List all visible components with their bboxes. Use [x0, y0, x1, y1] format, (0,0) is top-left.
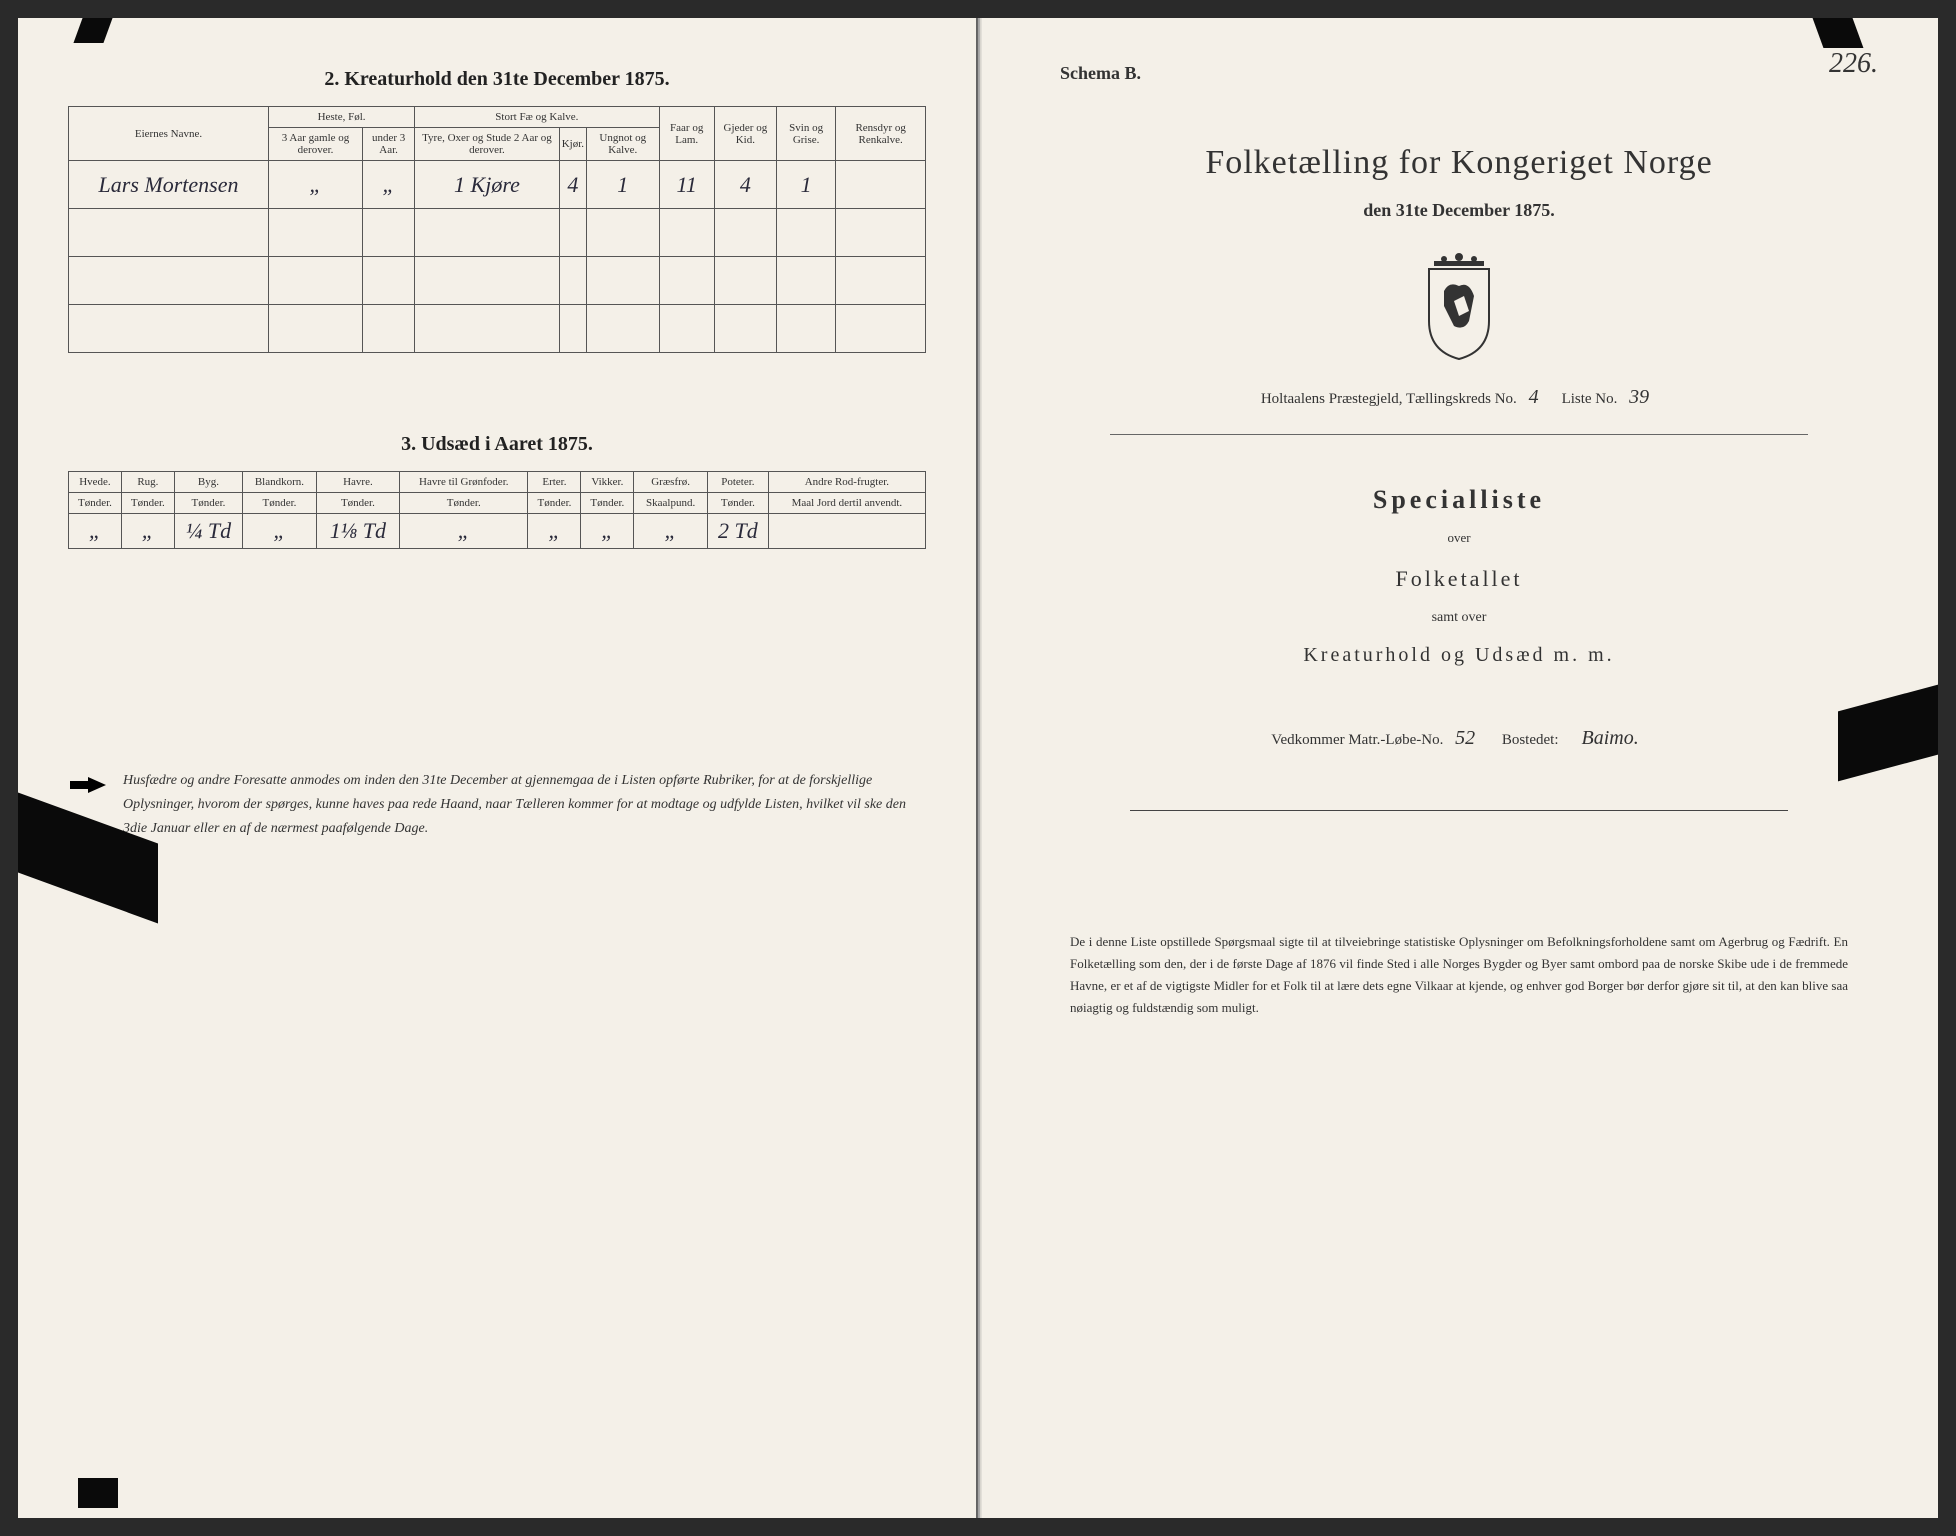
- folketallet: Folketallet: [1030, 566, 1888, 592]
- binder-clip: [78, 1478, 118, 1508]
- col-havre: Havre.: [316, 472, 399, 493]
- vedkommer-label: Vedkommer Matr.-Løbe-No.: [1271, 732, 1443, 748]
- col-byg: Byg.: [174, 472, 242, 493]
- col-svin: Svin og Grise.: [776, 107, 835, 161]
- matr-no: 52: [1447, 727, 1483, 749]
- table-row: Lars Mortensen „ „ 1 Kjøre 4 1 11 4 1: [69, 161, 926, 209]
- liste-no: 39: [1621, 386, 1657, 408]
- col-vikker: Vikker.: [581, 472, 634, 493]
- col-blandkorn: Blandkorn.: [243, 472, 317, 493]
- cell: „: [400, 514, 528, 549]
- date-line: den 31te December 1875.: [1030, 200, 1888, 221]
- cell: ¼ Td: [174, 514, 242, 549]
- cell: 4: [714, 161, 776, 209]
- cell: 11: [659, 161, 714, 209]
- vedkommer-line: Vedkommer Matr.-Løbe-No. 52 Bostedet: Ba…: [1030, 727, 1888, 750]
- special-title: Specialliste: [1030, 485, 1888, 515]
- kreatur-line: Kreaturhold og Udsæd m. m.: [1030, 644, 1888, 667]
- sub: Maal Jord dertil anvendt.: [768, 493, 925, 514]
- col-heste: Heste, Føl.: [269, 107, 415, 128]
- cell: „: [269, 161, 363, 209]
- sub: Tønder.: [581, 493, 634, 514]
- coat-of-arms-icon: [1414, 251, 1504, 361]
- cell: 2 Td: [707, 514, 768, 549]
- sub: Tønder.: [69, 493, 122, 514]
- main-title: Folketælling for Kongeriget Norge: [1030, 144, 1888, 182]
- col-heste-sub1: 3 Aar gamle og derover.: [269, 128, 363, 161]
- col-heste-sub2: under 3 Aar.: [363, 128, 415, 161]
- sub: Skaalpund.: [634, 493, 708, 514]
- sub: Tønder.: [243, 493, 317, 514]
- col-stort-sub1: Tyre, Oxer og Stude 2 Aar og derover.: [415, 128, 560, 161]
- liste-label: Liste No.: [1562, 391, 1618, 407]
- praestegjeld: Holtaalens: [1261, 391, 1325, 407]
- right-page: Schema B. 226. Folketælling for Kongerig…: [978, 18, 1938, 1518]
- seed-table: Hvede. Rug. Byg. Blandkorn. Havre. Havre…: [68, 471, 926, 549]
- col-poteter: Poteter.: [707, 472, 768, 493]
- samt-over: samt over: [1030, 610, 1888, 626]
- sub: Tønder.: [400, 493, 528, 514]
- cell: 1: [587, 161, 660, 209]
- col-andre: Andre Rod-frugter.: [768, 472, 925, 493]
- bostedet-label: Bostedet:: [1502, 732, 1559, 748]
- table-row: [69, 209, 926, 257]
- cell: „: [121, 514, 174, 549]
- notice-block: Husfædre og andre Foresatte anmodes om i…: [68, 769, 926, 840]
- cell: 1 Kjøre: [415, 161, 560, 209]
- table-row: „ „ ¼ Td „ 1⅛ Td „ „ „ „ 2 Td: [69, 514, 926, 549]
- cell: 4: [559, 161, 586, 209]
- cell: „: [243, 514, 317, 549]
- col-rensdyr: Rensdyr og Renkalve.: [836, 107, 926, 161]
- left-page: 2. Kreaturhold den 31te December 1875. E…: [18, 18, 978, 1518]
- praestegjeld-label: Præstegjeld, Tællingskreds No.: [1329, 391, 1517, 407]
- kreds-no: 4: [1521, 386, 1547, 408]
- col-havre-gron: Havre til Grønfoder.: [400, 472, 528, 493]
- cell-name: Lars Mortensen: [69, 161, 269, 209]
- bostedet: Baimo.: [1574, 727, 1647, 749]
- schema-label: Schema B.: [1060, 63, 1888, 84]
- pointing-hand-icon: [68, 773, 108, 797]
- col-stort-sub3: Ungnot og Kalve.: [587, 128, 660, 161]
- divider: [1110, 434, 1808, 435]
- sub: Tønder.: [316, 493, 399, 514]
- sub: Tønder.: [707, 493, 768, 514]
- cell: [836, 161, 926, 209]
- cell: „: [69, 514, 122, 549]
- notice-text: Husfædre og andre Foresatte anmodes om i…: [123, 769, 926, 840]
- cell: „: [634, 514, 708, 549]
- cell: 1: [776, 161, 835, 209]
- meta-line: Holtaalens Præstegjeld, Tællingskreds No…: [1030, 386, 1888, 409]
- sub: Tønder.: [121, 493, 174, 514]
- page-number: 226.: [1829, 48, 1878, 80]
- over-text: over: [1030, 530, 1888, 546]
- divider: [1130, 810, 1788, 811]
- table-row: [69, 257, 926, 305]
- col-stort: Stort Fæ og Kalve.: [415, 107, 659, 128]
- livestock-table: Eiernes Navne. Heste, Føl. Stort Fæ og K…: [68, 106, 926, 353]
- section3-title: 3. Udsæd i Aaret 1875.: [68, 433, 926, 456]
- cell: „: [528, 514, 581, 549]
- col-graesfro: Græsfrø.: [634, 472, 708, 493]
- sub: Tønder.: [174, 493, 242, 514]
- col-erter: Erter.: [528, 472, 581, 493]
- bottom-note: De i denne Liste opstillede Spørgsmaal s…: [1070, 931, 1848, 1019]
- col-hvede: Hvede.: [69, 472, 122, 493]
- col-rug: Rug.: [121, 472, 174, 493]
- cell: [768, 514, 925, 549]
- table-row: [69, 305, 926, 353]
- sub: Tønder.: [528, 493, 581, 514]
- col-stort-sub2: Kjør.: [559, 128, 586, 161]
- col-gjeder: Gjeder og Kid.: [714, 107, 776, 161]
- col-faar: Faar og Lam.: [659, 107, 714, 161]
- cell: „: [363, 161, 415, 209]
- cell: 1⅛ Td: [316, 514, 399, 549]
- cell: „: [581, 514, 634, 549]
- section2-title: 2. Kreaturhold den 31te December 1875.: [68, 68, 926, 91]
- book-spread: 2. Kreaturhold den 31te December 1875. E…: [18, 18, 1938, 1518]
- col-name: Eiernes Navne.: [69, 107, 269, 161]
